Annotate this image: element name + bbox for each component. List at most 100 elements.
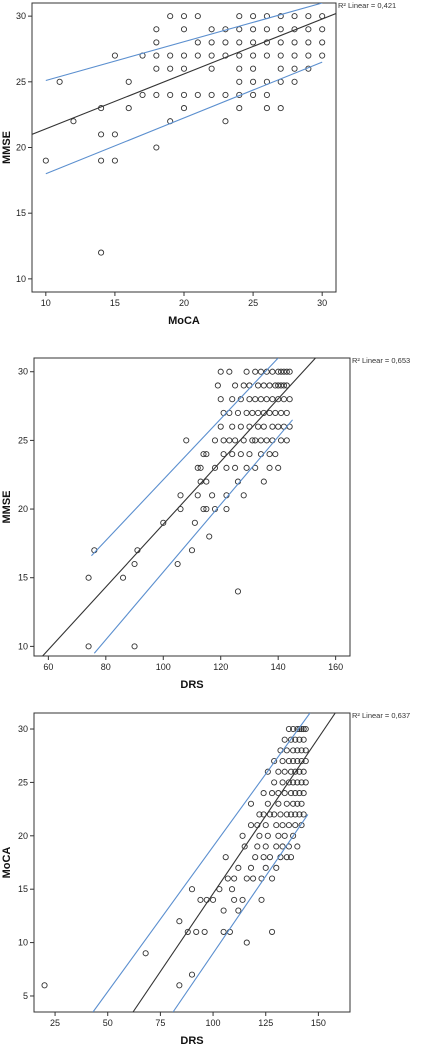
data-point xyxy=(191,519,198,526)
data-point xyxy=(142,950,149,957)
data-point xyxy=(264,768,271,775)
data-point xyxy=(290,832,297,839)
fit-r-squared-label: R² Linear = 0,653 xyxy=(352,356,410,365)
data-point xyxy=(257,437,264,444)
data-point xyxy=(210,896,217,903)
data-point xyxy=(305,52,312,59)
data-point xyxy=(275,768,282,775)
data-point xyxy=(263,368,270,375)
data-point xyxy=(111,52,118,59)
data-point xyxy=(220,928,227,935)
data-point xyxy=(287,811,295,818)
y-tick-label: 10 xyxy=(18,641,28,651)
data-point xyxy=(255,423,262,430)
y-tick-label: 30 xyxy=(16,11,26,21)
data-point xyxy=(300,768,307,775)
data-point xyxy=(283,747,290,754)
data-point xyxy=(260,854,267,861)
data-point xyxy=(229,396,236,403)
data-point xyxy=(275,800,282,807)
data-point xyxy=(287,768,295,775)
data-point xyxy=(255,409,262,416)
data-point xyxy=(236,13,243,20)
data-point xyxy=(264,832,271,839)
data-point xyxy=(283,437,290,444)
data-point xyxy=(239,896,246,903)
x-tick-label: 25 xyxy=(50,1018,60,1028)
data-point xyxy=(302,725,309,733)
data-point xyxy=(298,779,305,786)
data-point xyxy=(239,832,246,839)
data-point xyxy=(290,725,297,733)
data-point xyxy=(208,65,215,72)
data-point xyxy=(208,52,215,59)
data-point xyxy=(294,779,301,786)
data-point xyxy=(194,39,201,46)
data-point xyxy=(188,547,196,554)
data-point xyxy=(275,396,282,403)
data-point xyxy=(243,368,250,375)
data-point xyxy=(111,131,118,138)
data-point xyxy=(85,643,92,650)
data-point xyxy=(266,811,273,818)
data-point xyxy=(291,65,298,72)
data-point xyxy=(290,779,297,786)
data-point xyxy=(286,368,293,375)
data-point xyxy=(263,396,270,403)
data-point xyxy=(217,396,224,403)
data-point xyxy=(272,382,279,389)
plot-frame xyxy=(31,2,337,293)
data-point xyxy=(278,409,285,416)
data-point xyxy=(298,747,305,754)
data-point xyxy=(262,843,269,850)
data-point xyxy=(283,409,290,416)
y-axis-title: MMSE xyxy=(1,491,13,524)
data-point xyxy=(194,52,201,59)
data-point xyxy=(305,39,312,46)
data-point xyxy=(291,39,298,46)
data-point xyxy=(197,464,204,471)
y-tick-label: 20 xyxy=(18,831,28,841)
data-point xyxy=(203,451,210,458)
data-point xyxy=(294,758,301,765)
data-point xyxy=(241,843,248,850)
data-point xyxy=(294,843,301,850)
data-point xyxy=(257,368,264,375)
data-point xyxy=(153,52,160,59)
y-tick-label: 15 xyxy=(18,573,28,583)
data-point xyxy=(131,560,138,568)
data-point xyxy=(300,790,307,797)
data-point xyxy=(246,396,253,403)
data-point xyxy=(250,78,257,85)
data-point xyxy=(232,382,239,389)
data-point xyxy=(273,822,280,829)
regression-line xyxy=(32,12,336,135)
scatter-chart-drs-moca: 25 50 75 100 125 150 5 10 15 20 25 30 DRS MoCA R² Line… xyxy=(1,711,410,1047)
data-point xyxy=(180,52,188,59)
data-point xyxy=(216,886,223,893)
data-point xyxy=(292,811,299,818)
data-point xyxy=(296,768,303,775)
data-point xyxy=(256,832,263,839)
data-point xyxy=(234,409,242,416)
data-point xyxy=(277,13,284,20)
data-point xyxy=(254,843,261,850)
data-point xyxy=(125,78,132,85)
data-point xyxy=(258,896,265,903)
x-tick-label: 150 xyxy=(311,1018,326,1028)
data-point xyxy=(222,39,229,46)
data-point xyxy=(285,822,292,829)
data-point xyxy=(283,854,290,861)
data-point xyxy=(271,779,278,786)
data-point xyxy=(184,928,191,935)
data-point xyxy=(281,832,288,839)
data-point xyxy=(291,78,298,85)
data-point xyxy=(283,811,290,818)
data-point xyxy=(243,464,250,471)
data-point xyxy=(300,811,307,818)
data-point xyxy=(224,875,231,882)
data-point xyxy=(263,437,270,444)
data-point xyxy=(285,758,292,765)
data-point xyxy=(305,26,312,33)
data-point xyxy=(153,26,160,33)
